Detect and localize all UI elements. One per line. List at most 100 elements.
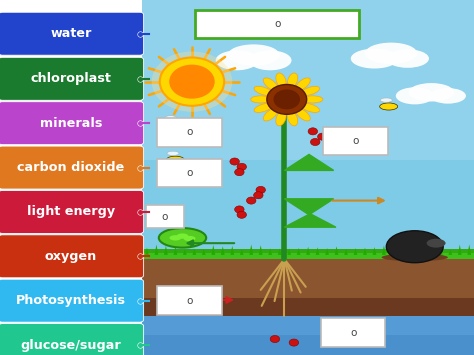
Text: o: o [162,212,168,222]
Circle shape [273,89,300,109]
FancyBboxPatch shape [157,286,222,315]
Text: o: o [274,19,281,29]
Polygon shape [316,247,319,255]
Polygon shape [373,247,376,255]
Ellipse shape [386,49,429,68]
Ellipse shape [254,86,273,95]
Polygon shape [392,248,395,255]
Ellipse shape [301,103,319,113]
FancyBboxPatch shape [142,316,474,355]
Ellipse shape [276,73,286,88]
Circle shape [152,51,232,112]
Circle shape [308,128,318,135]
FancyBboxPatch shape [142,316,474,335]
Text: Photosynthesis: Photosynthesis [16,294,126,307]
FancyBboxPatch shape [195,10,359,38]
Ellipse shape [176,70,212,87]
Circle shape [230,158,239,165]
FancyBboxPatch shape [0,279,144,322]
Polygon shape [284,154,334,170]
Ellipse shape [386,231,443,263]
Ellipse shape [287,73,298,88]
Circle shape [235,206,244,213]
FancyBboxPatch shape [0,324,144,355]
FancyBboxPatch shape [0,235,144,278]
Circle shape [235,169,244,176]
Polygon shape [439,248,443,255]
Polygon shape [420,249,424,255]
Text: o: o [352,136,359,146]
Ellipse shape [396,87,434,104]
Ellipse shape [303,96,323,103]
Ellipse shape [159,228,206,248]
Circle shape [169,65,215,99]
FancyBboxPatch shape [142,249,474,259]
Circle shape [237,211,246,218]
Ellipse shape [165,74,195,89]
Ellipse shape [166,156,184,163]
Polygon shape [221,246,225,255]
Polygon shape [382,245,386,255]
Text: minerals: minerals [40,117,102,130]
Ellipse shape [216,50,258,70]
Circle shape [310,138,320,146]
FancyBboxPatch shape [321,318,385,347]
Circle shape [254,192,263,199]
Ellipse shape [296,78,310,91]
Polygon shape [268,248,272,255]
Circle shape [289,339,299,346]
FancyBboxPatch shape [146,205,184,228]
Circle shape [256,186,265,193]
Polygon shape [297,248,301,255]
Ellipse shape [164,121,182,128]
Polygon shape [284,199,334,215]
Ellipse shape [301,86,319,95]
Ellipse shape [351,49,398,69]
Ellipse shape [176,234,189,239]
Text: o: o [350,328,356,338]
Ellipse shape [251,96,271,103]
Polygon shape [354,248,357,255]
Polygon shape [211,245,215,255]
Ellipse shape [228,44,280,66]
Ellipse shape [382,253,448,261]
Polygon shape [249,244,253,255]
Text: light energy: light energy [27,206,115,218]
Circle shape [270,335,280,343]
Ellipse shape [296,108,310,121]
Polygon shape [448,249,452,255]
Text: o: o [186,127,193,137]
Polygon shape [202,249,206,255]
Ellipse shape [276,111,286,126]
Polygon shape [467,245,471,255]
FancyBboxPatch shape [142,254,474,320]
Ellipse shape [183,236,196,241]
FancyBboxPatch shape [157,159,222,187]
Ellipse shape [167,151,179,155]
FancyBboxPatch shape [142,0,474,259]
Polygon shape [278,248,282,255]
FancyBboxPatch shape [0,12,144,55]
Ellipse shape [287,111,298,126]
Circle shape [160,58,224,106]
Ellipse shape [365,43,417,64]
Text: o: o [186,296,193,306]
Circle shape [267,84,307,114]
Ellipse shape [430,88,466,104]
Ellipse shape [427,239,446,248]
Polygon shape [259,245,263,255]
Ellipse shape [249,50,292,70]
Polygon shape [458,245,462,255]
Text: carbon dioxide: carbon dioxide [18,161,125,174]
Text: oxygen: oxygen [45,250,97,263]
Polygon shape [429,246,433,255]
Polygon shape [145,247,149,255]
Polygon shape [230,246,234,255]
FancyBboxPatch shape [323,127,388,155]
Ellipse shape [164,116,176,120]
Ellipse shape [380,103,398,110]
Ellipse shape [380,98,392,102]
FancyBboxPatch shape [0,146,144,189]
Polygon shape [306,247,310,255]
Polygon shape [363,248,367,255]
